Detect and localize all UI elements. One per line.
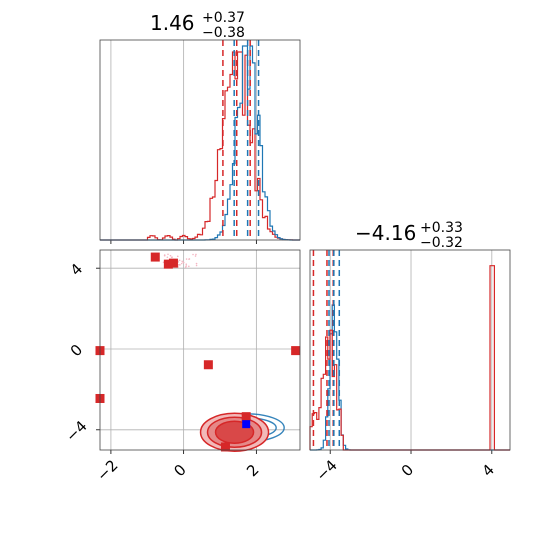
series-b-outlier-point: [163, 259, 173, 269]
series-b-sample-point: [185, 258, 188, 260]
series-b-outlier-point: [291, 346, 301, 356]
series-b-sample-point: [185, 263, 188, 266]
series-b-sample-point: [181, 260, 183, 263]
joint-y-tick-label: −4: [62, 417, 90, 445]
joint-panel-frame: [99, 249, 301, 451]
series-b-sample-point: [194, 255, 197, 257]
joint-x-tick-label: −2: [93, 456, 121, 484]
series-b-outlier-point: [168, 258, 178, 268]
param2-title-minus: −0.32: [420, 235, 463, 251]
param1-histogram-frame: [99, 39, 301, 241]
series-b-sample-point: [166, 256, 169, 259]
series-b-histogram: [100, 51, 300, 241]
joint-y-tick-label: 0: [67, 341, 86, 360]
series-b-sample-point: [195, 253, 197, 256]
param1-title: 1.46 +0.37 −0.38: [150, 10, 245, 41]
param2-x-tick-label: 4: [479, 461, 498, 480]
param1-title-median: 1.46: [150, 11, 195, 35]
series-b-sample-point: [185, 265, 188, 267]
series-b-sample-point: [178, 264, 180, 266]
series-b-sample-point: [167, 253, 169, 256]
series-b-sample-point: [188, 258, 190, 260]
param2-x-tick-label: −4: [312, 456, 340, 484]
joint-y-tick-label: 4: [67, 260, 86, 279]
joint-x-tick-label: 0: [170, 461, 189, 480]
series-b-sample-point: [182, 261, 185, 264]
param1-title-minus: −0.38: [202, 25, 245, 41]
series-b-outlier-point: [203, 360, 213, 370]
param2-title-median: −4.16: [355, 221, 416, 245]
series-a-histogram: [310, 304, 510, 451]
param1-title-plus: +0.37: [202, 10, 245, 26]
joint-scatter-panel: −2 0 2 −4 0 4: [62, 249, 301, 485]
series-a-marker: [242, 420, 251, 429]
param2-title: −4.16 +0.33 −0.32: [355, 220, 463, 251]
series-b-outlier-point: [220, 442, 230, 452]
series-b-sample-point: [163, 254, 166, 256]
series-b-sample-point: [195, 262, 198, 265]
series-b-sample-point: [170, 256, 173, 259]
param1-histogram-panel: [99, 39, 301, 244]
joint-x-tick-label: 2: [243, 461, 262, 480]
series-a-histogram: [100, 45, 300, 241]
param2-title-plus: +0.33: [420, 220, 463, 236]
series-b-sample-point: [192, 253, 194, 256]
series-b-outlier-point: [150, 252, 160, 262]
series-b-outlier-point: [241, 412, 251, 422]
param2-histogram-panel: −4 0 4: [309, 249, 511, 485]
series-b-sample-point: [188, 265, 190, 268]
series-b-sample-point: [195, 264, 198, 267]
series-b-sample-point: [169, 254, 172, 257]
param2-x-tick-label: 0: [398, 461, 417, 480]
param2-histogram-frame: [309, 249, 511, 451]
series-b-sample-point: [178, 259, 181, 262]
series-b-sample-point: [176, 255, 179, 258]
series-b-sample-point: [180, 262, 183, 265]
